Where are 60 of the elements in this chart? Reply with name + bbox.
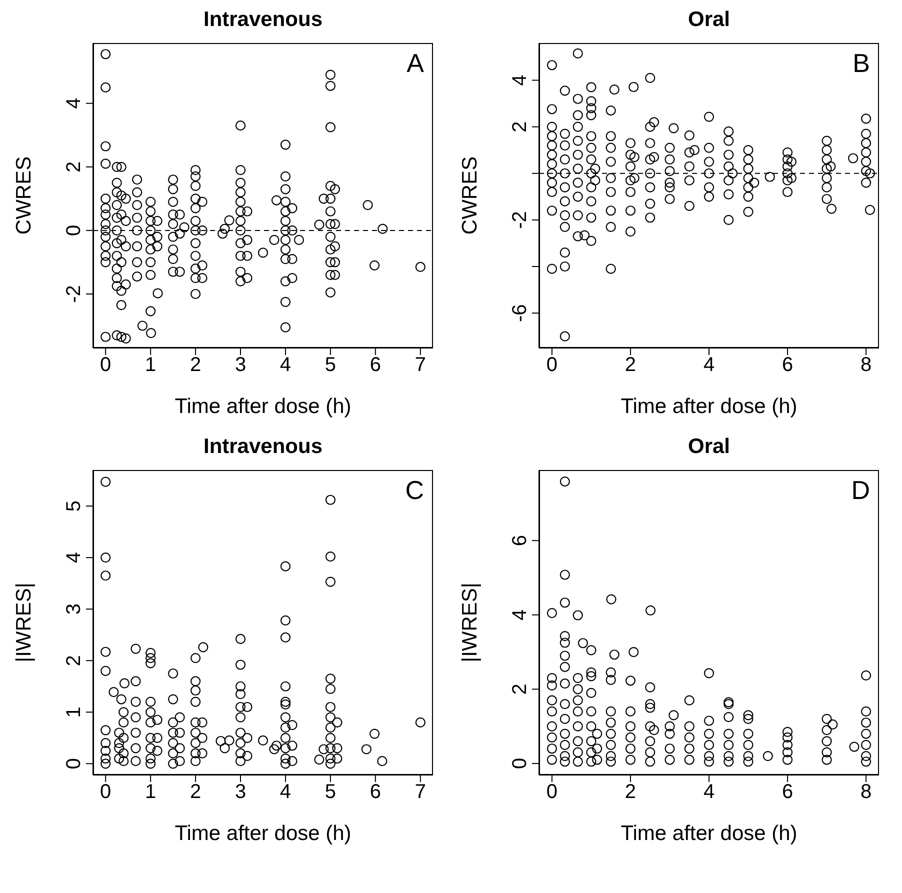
chart-title: Intravenous bbox=[202, 435, 324, 460]
y-axis-title: |IWRES| bbox=[458, 582, 482, 662]
y-axis-title: CWRES bbox=[458, 156, 482, 235]
y-tick-label: -2 bbox=[509, 211, 531, 229]
y-tick-label: 6 bbox=[509, 535, 531, 546]
x-tick-label: 8 bbox=[860, 354, 872, 376]
y-tick-label: 2 bbox=[63, 161, 85, 172]
y-tick-label: 0 bbox=[63, 224, 85, 236]
x-tick-label: 1 bbox=[145, 354, 156, 376]
x-tick-label: 1 bbox=[145, 781, 156, 804]
x-tick-label: 5 bbox=[324, 354, 336, 376]
x-axis-title: Time after dose (h) bbox=[174, 822, 352, 845]
y-tick-label: 1 bbox=[63, 706, 85, 718]
y-tick-label: -2 bbox=[63, 285, 85, 303]
x-tick-label: 6 bbox=[782, 354, 794, 376]
x-tick-label: 6 bbox=[370, 781, 381, 804]
y-tick-label: 0 bbox=[63, 758, 85, 770]
x-tick-label: 3 bbox=[234, 781, 246, 804]
y-tick-label: 2 bbox=[63, 655, 85, 666]
annotation: B bbox=[852, 48, 870, 79]
y-axis-title: |IWRES| bbox=[12, 582, 36, 662]
x-axis-title: Time after dose (h) bbox=[620, 822, 798, 845]
chart-title: Oral bbox=[686, 8, 732, 33]
y-tick-label: 4 bbox=[63, 552, 85, 564]
y-tick-label: 4 bbox=[509, 609, 531, 620]
x-tick-label: 2 bbox=[190, 781, 202, 804]
x-tick-label: 2 bbox=[190, 354, 202, 376]
x-tick-label: 7 bbox=[414, 354, 426, 376]
y-tick-label: 4 bbox=[63, 98, 85, 109]
y-axis-title: CWRES bbox=[12, 156, 36, 235]
x-tick-label: 0 bbox=[100, 354, 112, 376]
x-axis-title: Time after dose (h) bbox=[174, 395, 352, 418]
x-tick-label: 4 bbox=[703, 354, 715, 376]
x-tick-label: 0 bbox=[100, 781, 112, 804]
x-tick-label: 4 bbox=[280, 354, 292, 376]
x-tick-label: 4 bbox=[703, 781, 715, 804]
y-tick-label: 2 bbox=[509, 121, 531, 132]
y-tick-label: 5 bbox=[63, 500, 85, 512]
x-tick-label: 3 bbox=[234, 354, 246, 376]
chart-title: Intravenous bbox=[202, 8, 324, 33]
x-tick-label: 0 bbox=[546, 781, 558, 804]
x-tick-label: 2 bbox=[624, 781, 636, 804]
y-tick-label: 2 bbox=[509, 684, 531, 695]
annotation: D bbox=[851, 475, 870, 506]
annotation: C bbox=[405, 475, 424, 506]
y-tick-label: 4 bbox=[509, 74, 531, 86]
y-tick-label: 0 bbox=[509, 758, 531, 770]
x-tick-label: 7 bbox=[414, 781, 426, 804]
x-tick-label: 6 bbox=[782, 781, 794, 804]
x-tick-label: 5 bbox=[324, 781, 336, 804]
x-tick-label: 2 bbox=[624, 354, 636, 376]
x-tick-label: 8 bbox=[860, 781, 872, 804]
x-tick-label: 4 bbox=[280, 781, 292, 804]
annotation: A bbox=[406, 48, 424, 79]
x-axis-title: Time after dose (h) bbox=[620, 395, 798, 418]
y-tick-label: -6 bbox=[509, 304, 531, 322]
x-tick-label: 6 bbox=[370, 354, 381, 376]
x-tick-label: 0 bbox=[546, 354, 558, 376]
y-tick-label: 3 bbox=[63, 604, 85, 615]
chart-title: Oral bbox=[686, 435, 732, 460]
